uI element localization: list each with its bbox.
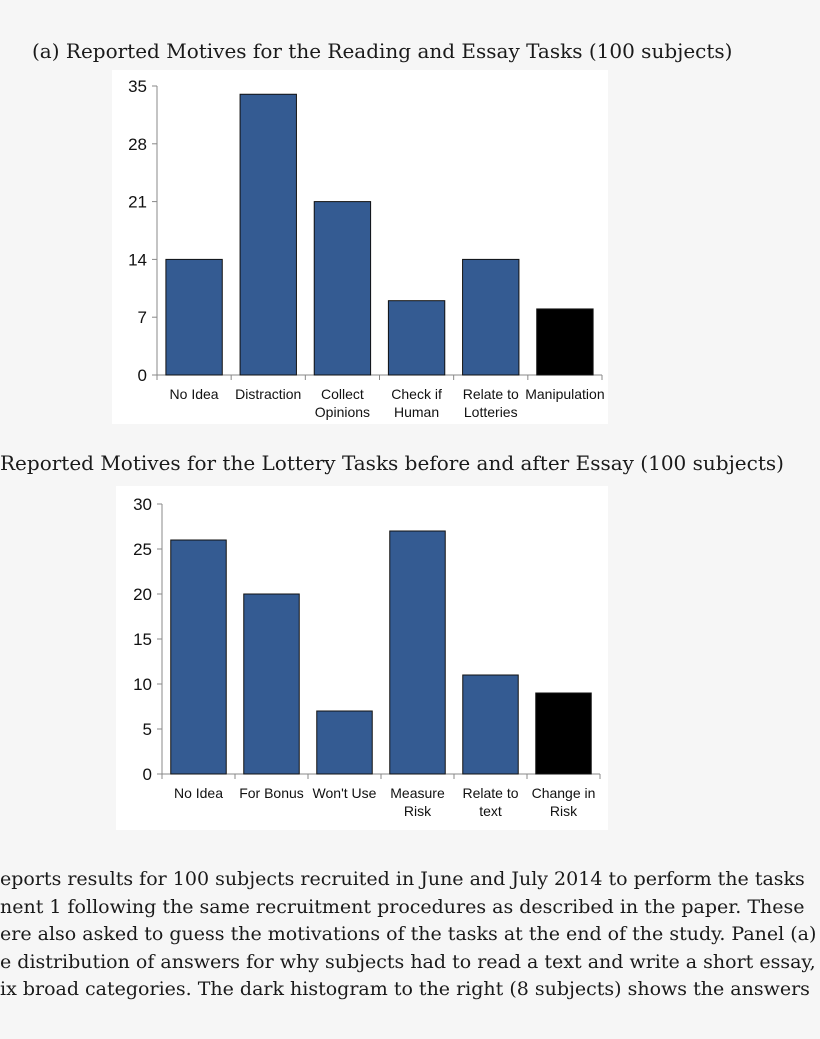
chart-a-bar (536, 308, 594, 376)
chart-b-y-tick-label: 5 (143, 720, 152, 739)
chart-b-y-tick-label: 15 (133, 630, 152, 649)
chart-a-category-label: Opinions (315, 404, 370, 420)
chart-a-y-tick-label: 0 (138, 366, 147, 385)
chart-a-y-tick-label: 7 (138, 308, 147, 327)
chart-b-bar (535, 692, 592, 775)
chart-b-bar (316, 710, 373, 775)
chart-b-category-label: text (479, 803, 502, 819)
caption-paragraph: eports results for 100 subjects recruite… (0, 866, 820, 1004)
chart-b-y-tick-label: 30 (133, 495, 152, 514)
paragraph-line: nent 1 following the same recruitment pr… (0, 895, 805, 918)
chart-a-category-label: No Idea (170, 386, 219, 402)
chart-a-category-label: Human (394, 404, 439, 420)
chart-a: 0 7 14 21 28 35 No Idea Distraction Collect Opini… (112, 70, 608, 424)
chart-b-category-label: For Bonus (239, 785, 304, 801)
chart-a-y-tick-label: 14 (128, 250, 147, 269)
chart-a-category-label: Check if (391, 386, 442, 402)
chart-b-category-label: Change in (532, 785, 596, 801)
chart-b-bar (170, 539, 227, 775)
chart-b: 0 5 10 15 20 25 30 No Idea For Bonus Won't Use Mea… (116, 486, 608, 830)
chart-a-category-label: Relate to (463, 386, 519, 402)
chart-a-bar (165, 258, 223, 376)
chart-b-title: Reported Motives for the Lottery Tasks b… (0, 451, 784, 475)
chart-b-svg: 0 5 10 15 20 25 30 No Idea For Bonus Won't Use Mea… (133, 495, 601, 819)
chart-b-y-tick-label: 20 (133, 585, 152, 604)
chart-b-bar (243, 593, 300, 775)
chart-b-category-label: Relate to (462, 785, 518, 801)
chart-b-bar (389, 530, 446, 775)
chart-a-bar (462, 258, 520, 376)
chart-a-title: (a) Reported Motives for the Reading and… (32, 39, 733, 63)
chart-b-category-label: Won't Use (313, 785, 377, 801)
chart-a-y-tick-label: 21 (128, 193, 147, 212)
chart-a-category-label: Distraction (235, 386, 301, 402)
chart-b-y-tick-label: 25 (133, 540, 152, 559)
chart-a-svg: 0 7 14 21 28 35 No Idea Distraction Collect Opini… (128, 77, 605, 420)
chart-a-bar (239, 93, 297, 376)
chart-a-y-tick-label: 28 (128, 135, 147, 154)
chart-b-category-label: Measure (390, 785, 445, 801)
paragraph-line: e distribution of answers for why subjec… (0, 950, 816, 973)
chart-a-y-tick-label: 35 (128, 77, 147, 96)
chart-a-bar (387, 300, 446, 376)
chart-a-category-label: Collect (321, 386, 364, 402)
chart-b-category-label: Risk (550, 803, 578, 819)
chart-b-category-label: Risk (404, 803, 432, 819)
chart-b-y-tick-label: 0 (143, 765, 152, 784)
chart-a-category-label: Manipulation (525, 386, 604, 402)
paragraph-line: ere also asked to guess the motivations … (0, 923, 817, 945)
chart-b-y-tick-label: 10 (133, 675, 152, 694)
chart-a-category-label: Lotteries (464, 404, 518, 420)
chart-a-bar (313, 201, 372, 376)
paragraph-line: eports results for 100 subjects recruite… (0, 868, 805, 890)
paragraph-line: ix broad categories. The dark histogram … (0, 978, 810, 1000)
chart-b-bar (462, 674, 519, 775)
chart-b-category-label: No Idea (174, 785, 223, 801)
